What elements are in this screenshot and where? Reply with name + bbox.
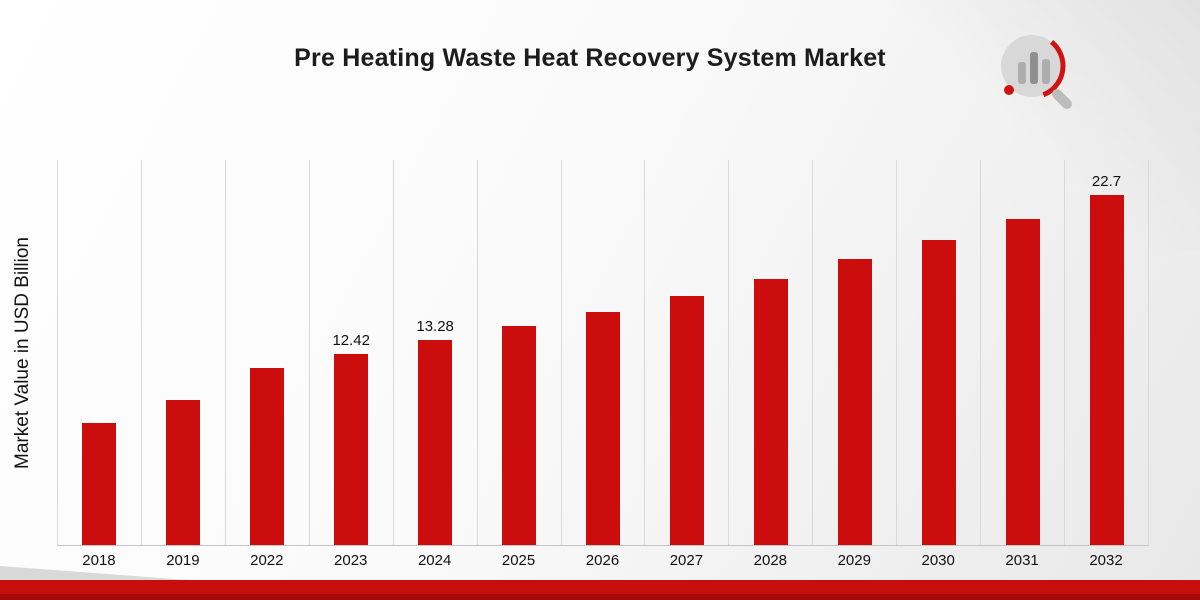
y-axis-label: Market Value in USD Billion bbox=[12, 237, 33, 469]
bar-2022 bbox=[250, 368, 285, 545]
chart-column-2029 bbox=[813, 160, 898, 545]
x-tick-2031: 2031 bbox=[1005, 552, 1039, 569]
logo-bar-2 bbox=[1030, 52, 1038, 84]
x-tick-2018: 2018 bbox=[82, 552, 116, 569]
bar-value-label-2023: 12.42 bbox=[332, 332, 370, 349]
x-tick-2026: 2026 bbox=[585, 552, 620, 569]
bar-2019 bbox=[166, 400, 201, 545]
x-axis-tick-labels: 2018 2019 2022 2023 2024 2025 2026 2027 2028 2029… bbox=[57, 552, 1148, 569]
bar-2024 bbox=[418, 340, 453, 545]
x-tick-2019: 2019 bbox=[166, 552, 200, 569]
chart-title: Pre Heating Waste Heat Recovery System M… bbox=[294, 44, 886, 72]
bar-2032 bbox=[1089, 195, 1124, 545]
chart-column-2030 bbox=[897, 160, 982, 545]
bar-2026 bbox=[585, 312, 620, 545]
chart-column-2026 bbox=[562, 160, 646, 545]
company-logo-icon bbox=[998, 32, 1072, 109]
x-tick-2025: 2025 bbox=[501, 552, 536, 569]
x-tick-2029: 2029 bbox=[837, 552, 871, 569]
chart-column-2019 bbox=[142, 160, 226, 545]
footer-ribbon-dark-red bbox=[0, 594, 1200, 600]
logo-bar-3 bbox=[1042, 59, 1050, 84]
footer-ribbon-red bbox=[0, 580, 1200, 594]
x-tick-2028: 2028 bbox=[753, 552, 788, 569]
chart-column-2027 bbox=[645, 160, 730, 545]
bar-2025 bbox=[502, 326, 537, 545]
logo-bar-1 bbox=[1018, 62, 1026, 84]
plot-area: 12.42 13.28 22.7 bbox=[57, 160, 1149, 546]
chart-column-2024: 13.28 bbox=[394, 160, 478, 545]
bar-2028 bbox=[753, 279, 788, 545]
bar-2029 bbox=[837, 259, 872, 545]
chart-column-2018 bbox=[58, 160, 142, 545]
chart-column-2023: 12.42 bbox=[310, 160, 394, 545]
x-tick-2024: 2024 bbox=[417, 552, 452, 569]
chart-column-2031 bbox=[981, 160, 1066, 545]
bar-2018 bbox=[82, 423, 117, 545]
chart-column-2028 bbox=[729, 160, 814, 545]
bar-2030 bbox=[921, 240, 956, 545]
x-tick-2022: 2022 bbox=[250, 552, 284, 569]
logo-red-dot bbox=[1004, 85, 1014, 95]
x-tick-2030: 2030 bbox=[921, 552, 955, 569]
bar-2023 bbox=[334, 354, 369, 545]
bar-value-label-2032: 22.7 bbox=[1091, 173, 1122, 190]
chart-column-2022 bbox=[226, 160, 310, 545]
chart-column-2032: 22.7 bbox=[1065, 160, 1149, 545]
x-tick-2023: 2023 bbox=[334, 552, 368, 569]
bar-2027 bbox=[669, 296, 704, 545]
logo-red-arc bbox=[998, 32, 1066, 100]
logo-magnifier-handle bbox=[1052, 89, 1072, 109]
x-tick-2027: 2027 bbox=[669, 552, 704, 569]
x-tick-2032: 2032 bbox=[1089, 552, 1123, 569]
bar-2031 bbox=[1005, 219, 1040, 545]
chart-column-2025 bbox=[478, 160, 562, 545]
bar-value-label-2024: 13.28 bbox=[416, 318, 454, 335]
